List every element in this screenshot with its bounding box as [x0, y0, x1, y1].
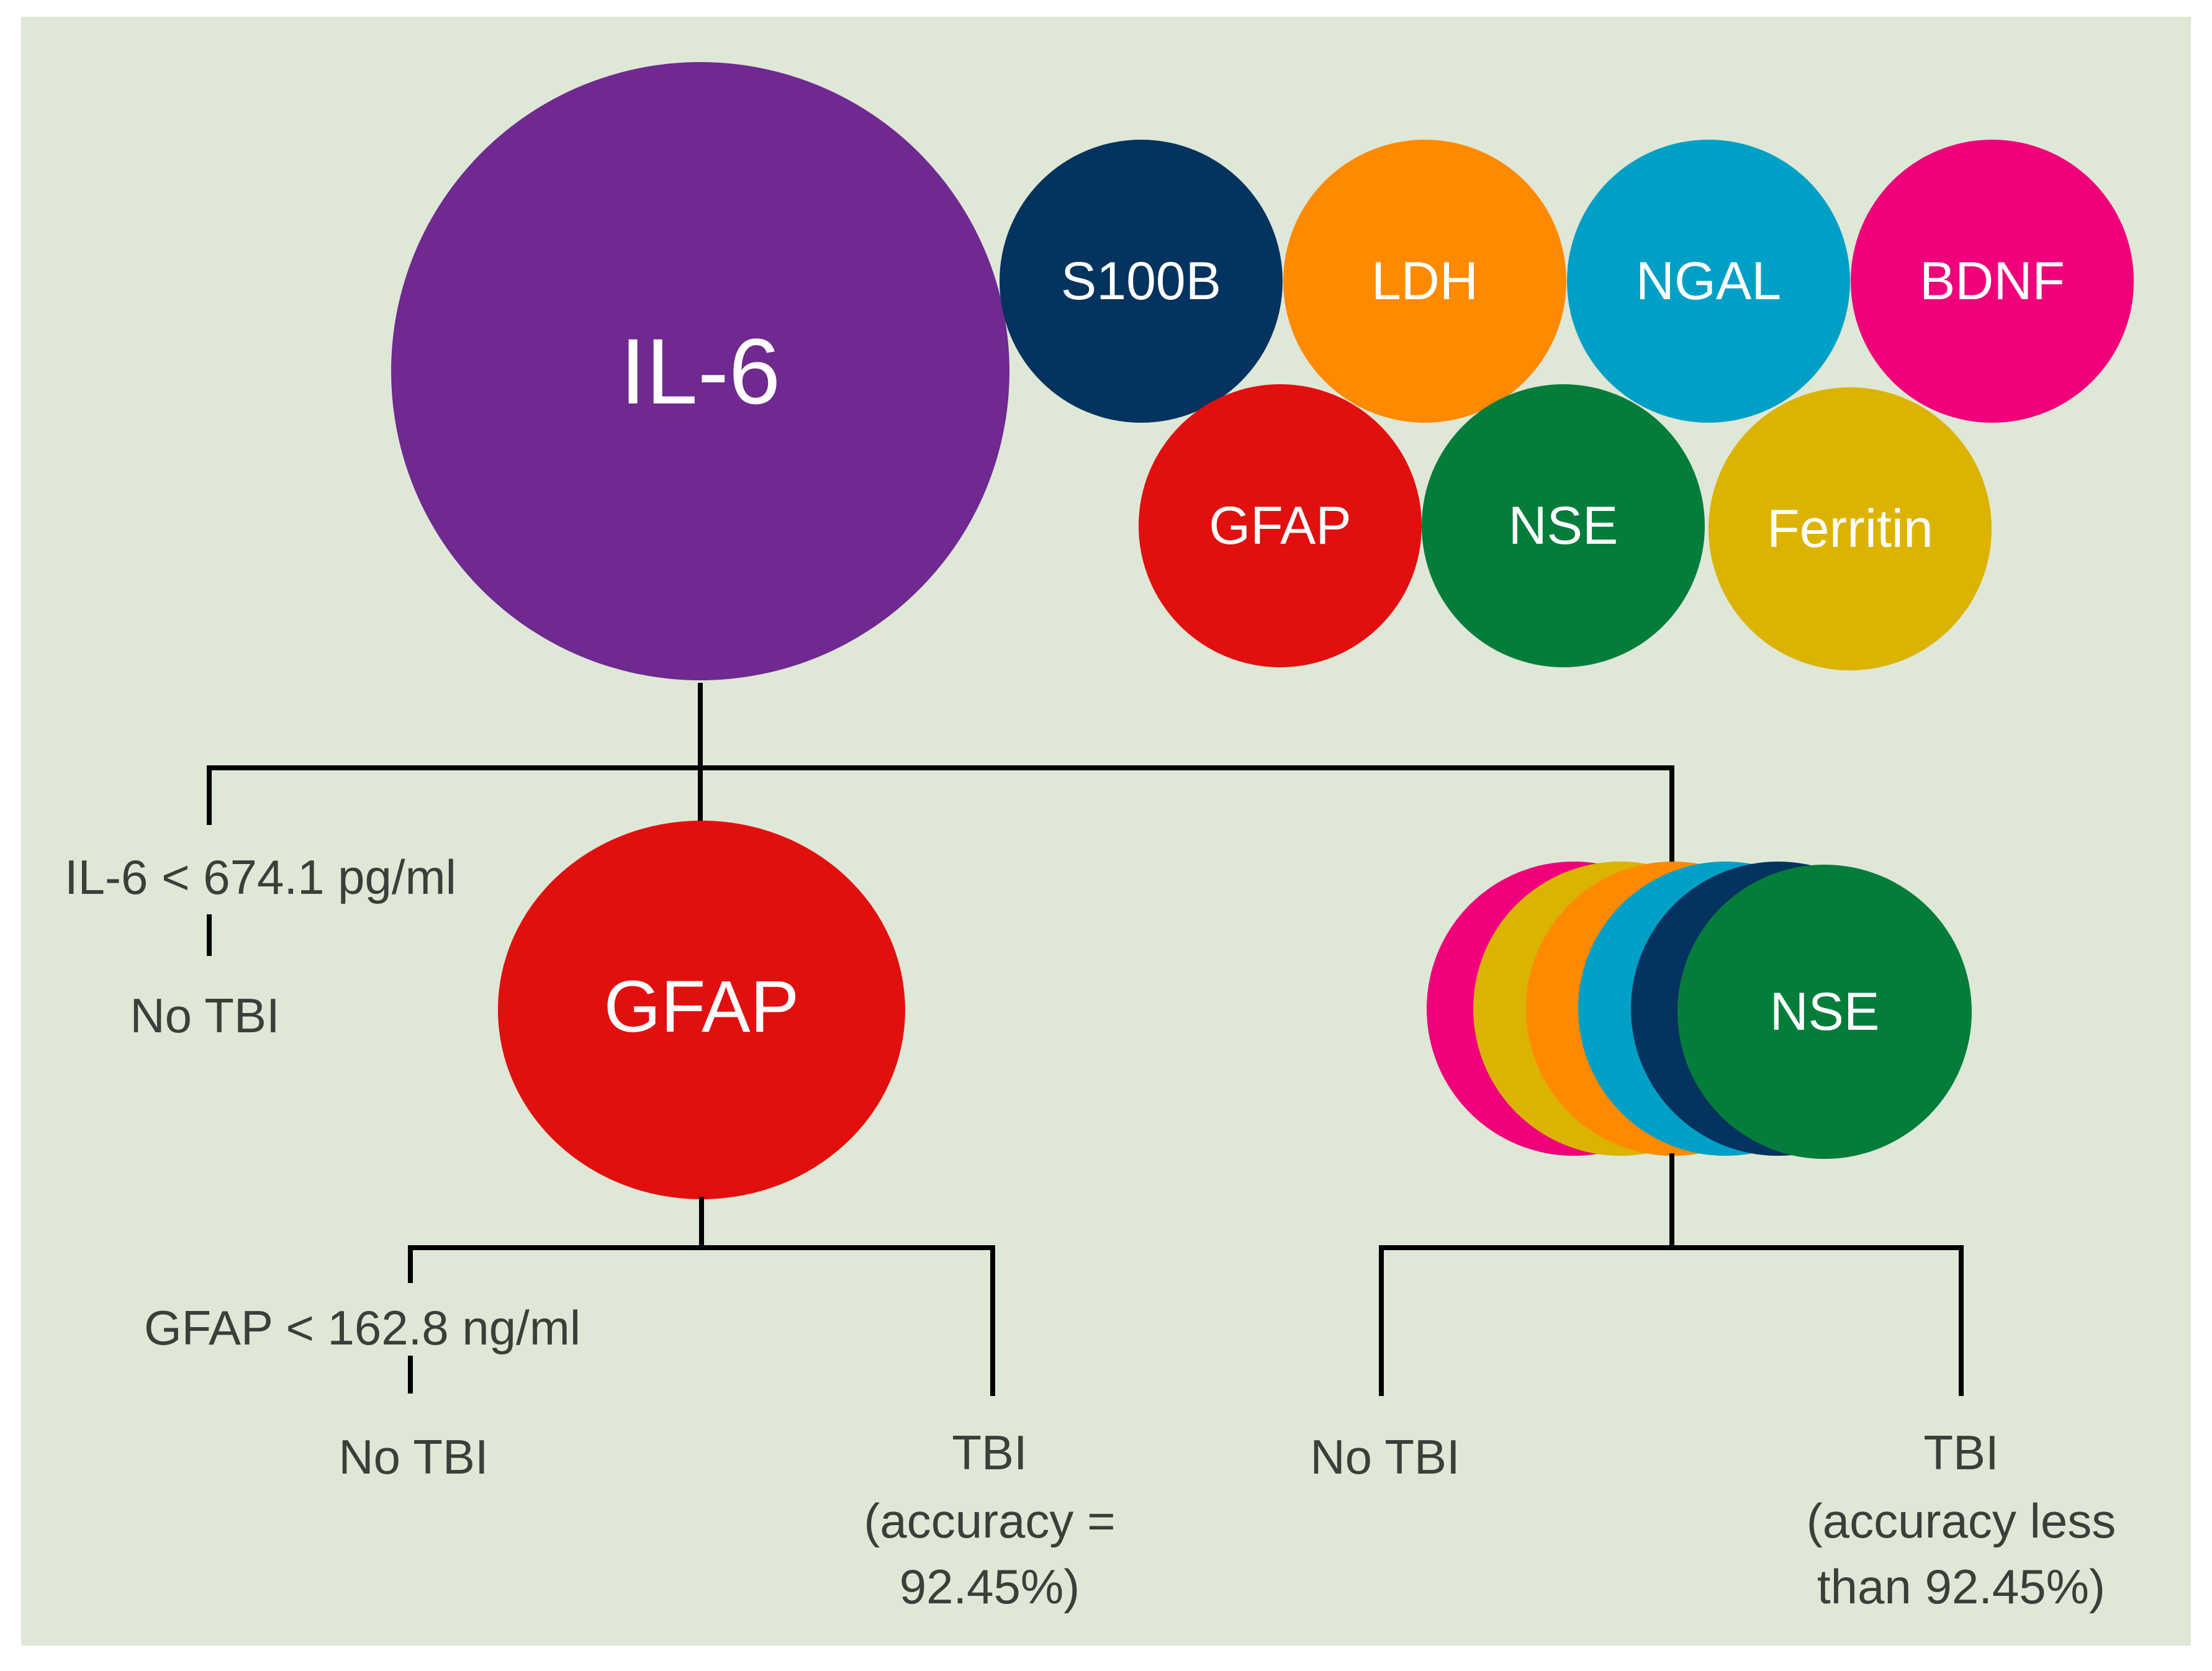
- il6-label: IL-6: [620, 319, 780, 423]
- gfap-right-outcome-line2: (accuracy =: [864, 1493, 1115, 1548]
- nse-small-circle: [1422, 384, 1705, 667]
- nse-small-label: NSE: [1509, 496, 1618, 556]
- nse-right-outcome-line2: (accuracy less: [1807, 1493, 2116, 1548]
- gfap-condition-text: GFAP < 162.8 ng/ml: [144, 1300, 580, 1355]
- gfap-small-circle: [1139, 384, 1422, 667]
- il6-circle: [391, 62, 1009, 680]
- biomarker-stack: NSE: [1427, 862, 1972, 1159]
- ngal-label: NGAL: [1636, 251, 1781, 311]
- ldh-label: LDH: [1371, 251, 1478, 311]
- biomarker-cluster: IL-6 S100B LDH NGAL BDNF GFAP NSE Ferrit…: [391, 62, 2134, 680]
- bdnf-label: BDNF: [1920, 251, 2065, 311]
- ferritin-label: Ferritin: [1767, 499, 1933, 559]
- ferritin-circle: [1709, 387, 1992, 670]
- stack-nse-circle: [1677, 865, 1972, 1159]
- ngal-circle: [1567, 140, 1850, 423]
- ldh-circle: [1283, 140, 1566, 423]
- bdnf-circle: [1851, 140, 2134, 423]
- nse-right-outcome-line1: TBI: [1923, 1425, 1998, 1480]
- nse-right-outcome-line3: than 92.45%): [1817, 1559, 2105, 1614]
- gfap-small-label: GFAP: [1209, 496, 1351, 556]
- gfap-right-outcome-line1: TBI: [952, 1425, 1027, 1480]
- s100b-circle: [1000, 140, 1283, 423]
- stack-nse-label: NSE: [1770, 982, 1880, 1042]
- gfap-node-label: GFAP: [604, 966, 800, 1048]
- gfap-node-circle: [498, 821, 905, 1199]
- gfap-right-outcome-line3: 92.45%): [900, 1559, 1080, 1614]
- nse-branch-lines: [1379, 1153, 1964, 1396]
- root-branch-lines: [207, 683, 1674, 956]
- gfap-node: GFAP: [498, 821, 905, 1199]
- root-left-outcome-text: No TBI: [130, 988, 279, 1043]
- gfap-left-outcome-text: No TBI: [338, 1430, 488, 1484]
- gfap-branch-lines: [408, 1197, 995, 1396]
- s100b-label: S100B: [1061, 251, 1221, 311]
- root-condition-text: IL-6 < 674.1 pg/ml: [65, 850, 456, 904]
- nse-left-outcome-text: No TBI: [1310, 1430, 1460, 1484]
